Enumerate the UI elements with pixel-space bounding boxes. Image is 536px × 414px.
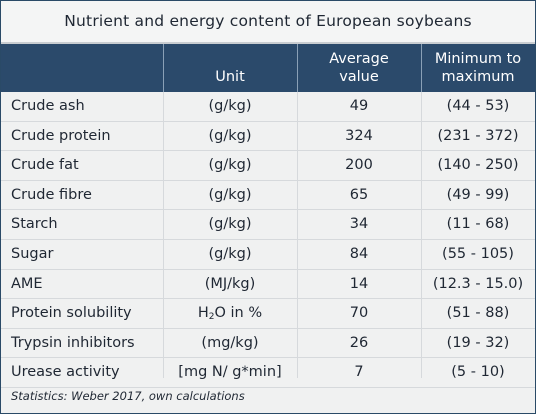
- row-name: Trypsin inhibitors: [11, 334, 135, 351]
- row-name: Urease activity: [11, 364, 120, 381]
- row-name: Crude fat: [11, 157, 79, 174]
- row-range: (231 - 372): [437, 127, 519, 144]
- row-unit: (g/kg): [208, 98, 252, 114]
- row-range: (49 - 99): [446, 186, 510, 203]
- header-unit-label: Unit: [215, 69, 245, 85]
- header-divider: [163, 44, 164, 92]
- row-average: 200: [345, 157, 373, 174]
- column-divider: [163, 92, 164, 378]
- row-average: 65: [349, 186, 369, 203]
- header-divider: [297, 44, 298, 92]
- row-range: (55 - 105): [442, 245, 514, 262]
- row-unit: H2O in %: [163, 299, 297, 328]
- row-unit: (g/kg): [208, 127, 252, 144]
- header-unit: Unit: [163, 44, 297, 92]
- header-range: Minimum to maximum: [421, 44, 535, 92]
- unit-suffix: O in %: [214, 305, 263, 322]
- table-row: Crude protein (g/kg) 324 (231 - 372): [1, 122, 535, 152]
- row-range: (5 - 10): [451, 364, 505, 381]
- row-unit: (g/kg): [208, 186, 252, 203]
- row-average: 14: [349, 275, 369, 292]
- row-range: (11 - 68): [446, 216, 510, 233]
- table-row: Starch (g/kg) 34 (11 - 68): [1, 210, 535, 240]
- table-row: Sugar (g/kg) 84 (55 - 105): [1, 240, 535, 270]
- header-average: Average value: [297, 44, 421, 92]
- header-average-line2: value: [339, 69, 379, 85]
- column-divider: [421, 92, 422, 378]
- row-range: (44 - 53): [446, 98, 510, 114]
- table-row: Crude fat (g/kg) 200 (140 - 250): [1, 151, 535, 181]
- header-range-line2: maximum: [441, 69, 515, 85]
- row-name: Starch: [11, 216, 58, 233]
- row-range: (19 - 32): [446, 334, 510, 351]
- header-name-cell: [1, 44, 163, 92]
- footnote: Statistics: Weber 2017, own calculations: [11, 389, 245, 403]
- unit-prefix: H: [197, 305, 209, 322]
- row-name: Crude ash: [11, 98, 85, 114]
- row-average: 34: [349, 216, 369, 233]
- table-row: Protein solubility H2O in % 70 (51 - 88): [1, 299, 535, 329]
- table-title: Nutrient and energy content of European …: [1, 1, 535, 44]
- unit-subscript: 2: [208, 312, 215, 323]
- row-range: (12.3 - 15.0): [432, 275, 524, 292]
- table-row: AME (MJ/kg) 14 (12.3 - 15.0): [1, 270, 535, 300]
- column-divider: [297, 92, 298, 378]
- row-range: (140 - 250): [437, 157, 519, 174]
- header-range-line1: Minimum to: [434, 51, 522, 67]
- row-average: 49: [349, 98, 369, 114]
- row-average: 324: [345, 127, 373, 144]
- row-name: Crude protein: [11, 127, 111, 144]
- row-unit: (mg/kg): [201, 334, 259, 351]
- table-row: Crude ash (g/kg) 49 (44 - 53): [1, 92, 535, 122]
- row-average: 70: [349, 305, 369, 322]
- row-range: (51 - 88): [446, 305, 510, 322]
- row-name: Protein solubility: [11, 305, 132, 322]
- row-unit: [mg N/ g*min]: [178, 364, 282, 381]
- row-average: 7: [354, 364, 364, 381]
- table-header: Unit Average value Minimum to maximum: [1, 44, 535, 92]
- table-body: Crude ash (g/kg) 49 (44 - 53) Crude prot…: [1, 92, 535, 388]
- table-row: Crude fibre (g/kg) 65 (49 - 99): [1, 181, 535, 211]
- table-row: Trypsin inhibitors (mg/kg) 26 (19 - 32): [1, 329, 535, 359]
- row-unit: (g/kg): [208, 216, 252, 233]
- table-row: Urease activity [mg N/ g*min] 7 (5 - 10): [1, 358, 535, 388]
- row-name: AME: [11, 275, 43, 292]
- row-unit: (g/kg): [208, 245, 252, 262]
- row-average: 84: [349, 245, 369, 262]
- row-average: 26: [349, 334, 369, 351]
- header-average-line1: Average: [329, 51, 389, 67]
- row-unit: (MJ/kg): [204, 275, 256, 292]
- row-name: Sugar: [11, 245, 54, 262]
- row-name: Crude fibre: [11, 186, 92, 203]
- header-divider: [421, 44, 422, 92]
- row-unit: (g/kg): [208, 157, 252, 174]
